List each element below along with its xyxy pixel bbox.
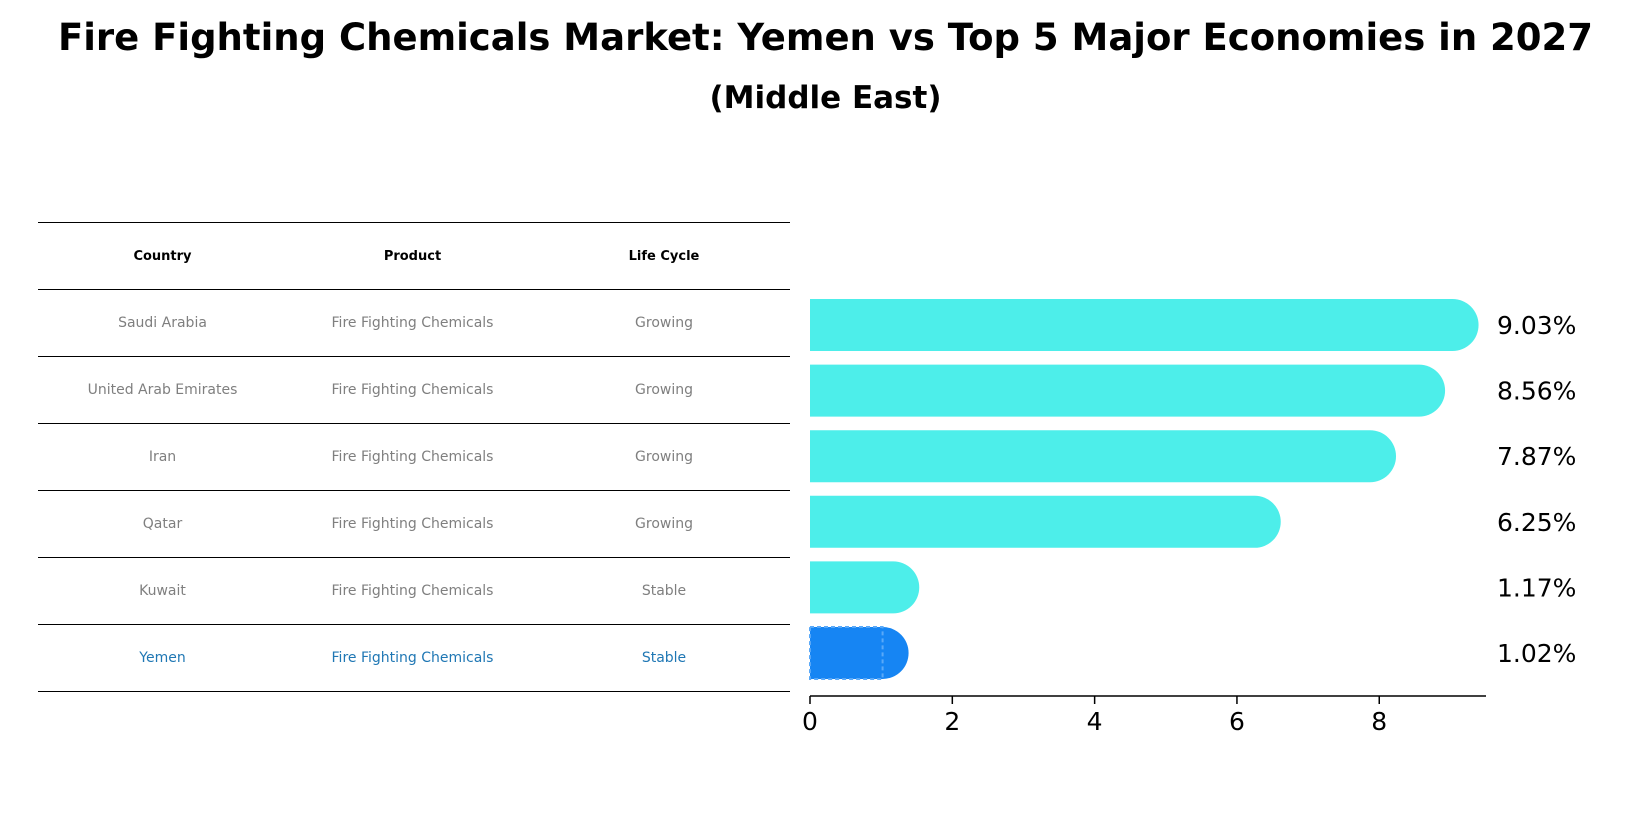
bar-value-label: 1.02%	[1497, 639, 1576, 668]
table-row: Saudi Arabia Fire Fighting Chemicals Gro…	[38, 289, 790, 357]
table-row: Qatar Fire Fighting Chemicals Growing	[38, 490, 790, 558]
cell-life-cycle: Stable	[538, 624, 790, 692]
cell-country: Qatar	[38, 490, 287, 558]
cell-life-cycle: Growing	[538, 423, 790, 491]
cell-life-cycle: Growing	[538, 289, 790, 357]
bar-value-label: 9.03%	[1497, 311, 1576, 340]
bar-yemen	[810, 627, 909, 679]
bar-saudi-arabia	[810, 299, 1479, 351]
cell-product: Fire Fighting Chemicals	[287, 289, 538, 357]
chart-subtitle: (Middle East)	[709, 80, 942, 116]
table-row-highlight: Yemen Fire Fighting Chemicals Stable	[38, 624, 790, 692]
data-table: Country Product Life Cycle Saudi Arabia …	[38, 222, 790, 692]
x-tick-label: 6	[1229, 707, 1245, 736]
cell-country: Iran	[38, 423, 287, 491]
cell-life-cycle: Growing	[538, 490, 790, 558]
cell-life-cycle: Growing	[538, 356, 790, 424]
cell-product: Fire Fighting Chemicals	[287, 356, 538, 424]
bar-qatar	[810, 495, 1281, 548]
cell-life-cycle: Stable	[538, 557, 790, 625]
bar-outline-yemen	[809, 626, 884, 680]
bar-iran	[810, 430, 1397, 483]
country-table: Country Product Life Cycle Saudi Arabia …	[38, 222, 790, 692]
x-tick-label: 4	[1087, 707, 1103, 736]
bar-value-label: 8.56%	[1497, 377, 1576, 406]
chart-title: Fire Fighting Chemicals Market: Yemen vs…	[57, 16, 1594, 59]
bar-kuwait	[810, 561, 920, 614]
cell-country: Kuwait	[38, 557, 287, 625]
cell-product: Fire Fighting Chemicals	[287, 557, 538, 625]
cell-country: United Arab Emirates	[38, 356, 287, 424]
header-life-cycle: Life Cycle	[538, 222, 790, 290]
header-product: Product	[287, 222, 538, 290]
x-tick-label: 0	[802, 707, 818, 736]
cell-product: Fire Fighting Chemicals	[287, 490, 538, 558]
cell-product: Fire Fighting Chemicals	[287, 423, 538, 491]
table-row: Iran Fire Fighting Chemicals Growing	[38, 423, 790, 491]
bar-united-arab-emirates	[810, 364, 1446, 417]
table-header-row: Country Product Life Cycle	[38, 222, 790, 290]
bar-value-label: 6.25%	[1497, 508, 1576, 537]
bar-value-label: 7.87%	[1497, 442, 1576, 471]
cell-country: Yemen	[38, 624, 287, 692]
table-row: Kuwait Fire Fighting Chemicals Stable	[38, 557, 790, 625]
table-row: United Arab Emirates Fire Fighting Chemi…	[38, 356, 790, 424]
bar-value-label: 1.17%	[1497, 573, 1576, 602]
header-country: Country	[38, 222, 287, 290]
x-tick-label: 2	[944, 707, 960, 736]
cell-product: Fire Fighting Chemicals	[287, 624, 538, 692]
cell-country: Saudi Arabia	[38, 289, 287, 357]
x-tick-label: 8	[1371, 707, 1387, 736]
